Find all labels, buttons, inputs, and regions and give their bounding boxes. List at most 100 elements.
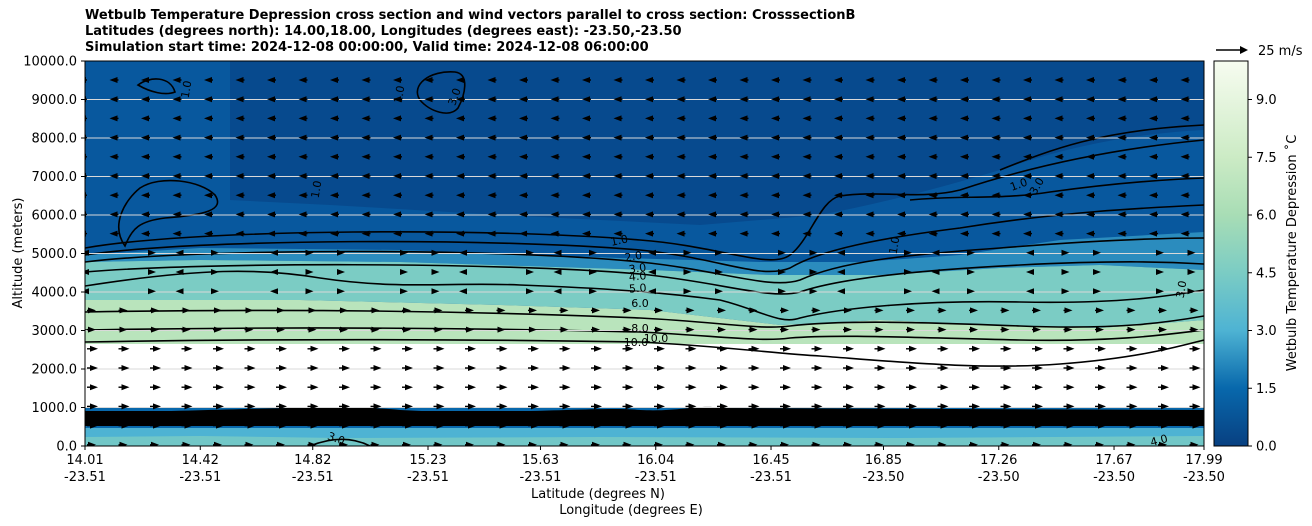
wind-vector-head (204, 115, 212, 122)
wind-vector-head (424, 173, 433, 179)
y-tick-label: 4000.0 (32, 286, 78, 301)
wind-vector-head (148, 269, 156, 275)
contour-label: 8.0 (631, 322, 649, 335)
moist-edge-band (85, 232, 1204, 275)
wind-vector-head (85, 269, 89, 275)
wind-vector-head (904, 269, 912, 275)
wind-vector-head (373, 345, 382, 352)
wind-vector-head (214, 326, 222, 333)
wind-vector-head (1023, 173, 1031, 179)
x-tick-label-lat: 17.26 (980, 453, 1017, 468)
wind-vector-head (718, 326, 726, 333)
wind-vector-head (834, 153, 842, 160)
wind-vector-head (781, 441, 789, 446)
wind-vector-head (715, 249, 723, 256)
x-tick-label-lon: -23.50 (1183, 470, 1225, 485)
wind-vector-head (970, 326, 978, 333)
wind-vector-head (1033, 307, 1041, 314)
wind-vector-head (592, 326, 600, 333)
wind-vector-head (1001, 326, 1010, 333)
wind-vector-head (834, 192, 842, 199)
wind-vector-head (844, 307, 852, 314)
colorbar-tick-label: 3.0 (1256, 324, 1277, 339)
wind-vector-head (436, 403, 445, 410)
wind-vector-head (751, 422, 760, 429)
chart-title-line-1: Wetbulb Temperature Depression cross sec… (85, 8, 856, 23)
wind-vector-head (330, 230, 338, 237)
wind-vector-head (1098, 365, 1106, 371)
wind-vector-head (972, 422, 980, 429)
wind-vector-head (1161, 403, 1169, 410)
wind-vector-head (424, 211, 433, 218)
wind-vector-head (972, 403, 980, 410)
wind-vector-head (279, 422, 287, 429)
contour-line-2 (85, 204, 1204, 273)
wind-vector-head (393, 115, 401, 122)
y-tick-label: 7000.0 (32, 170, 78, 185)
wind-vector-head (1054, 211, 1063, 218)
wind-vector-head (405, 345, 413, 352)
wind-vector-head (487, 96, 496, 103)
wind-vector-head (330, 173, 338, 179)
wind-vector-head (645, 96, 653, 103)
wind-vector-head (550, 153, 559, 160)
wind-vector-head (1098, 345, 1106, 352)
wind-vector-head (1192, 403, 1201, 410)
wind-vector-head (1117, 192, 1126, 199)
wind-vector-head (1149, 115, 1157, 122)
wind-vector-head (657, 403, 665, 410)
wind-vector-head (1127, 326, 1136, 333)
wind-vector-head (1190, 441, 1199, 446)
wind-vector-head (371, 307, 380, 314)
wind-vector-head (897, 115, 905, 122)
wind-vector-head (182, 307, 191, 314)
wind-vector-head (907, 307, 915, 314)
wind-vector-head (991, 173, 1000, 179)
wind-vector-head (645, 134, 653, 141)
wind-vector-head (109, 134, 118, 141)
wind-vector-head (342, 345, 350, 352)
wind-vector-head (373, 384, 382, 391)
wind-vector-head (928, 77, 937, 83)
wind-vector-head (340, 441, 348, 446)
wind-vector-head (279, 345, 287, 352)
wind-vector-head (141, 192, 149, 199)
contour-label: 1.0 (309, 180, 325, 199)
wind-vector-head (960, 211, 968, 218)
wind-vector-head (308, 441, 317, 446)
wind-vector-head (582, 96, 590, 103)
wind-vector-head (121, 403, 130, 410)
wind-vector-head (531, 384, 539, 391)
wind-vector-head (708, 230, 716, 237)
wind-vector-head (235, 77, 244, 83)
wind-vector-head (683, 249, 692, 256)
wind-vector-head (109, 153, 118, 160)
y-tick-label: 10000.0 (23, 55, 77, 70)
wind-vector-head (991, 192, 1000, 199)
wind-vector-head (897, 230, 905, 237)
wind-vector-head (153, 422, 161, 429)
wind-vector-head (846, 345, 854, 352)
wind-vector-head (783, 384, 791, 391)
wind-vector-head (783, 345, 791, 352)
wind-vector-head (1093, 288, 1101, 295)
wind-vector-head (613, 153, 622, 160)
wind-vector-head (1127, 307, 1136, 314)
wind-vector-head (1023, 192, 1031, 199)
wind-vector-head (708, 134, 716, 141)
wind-vector-head (88, 307, 96, 314)
wind-vector-head (550, 96, 559, 103)
wind-vector-head (1086, 153, 1094, 160)
wind-vector-head (844, 441, 852, 446)
wind-vector-head (562, 384, 571, 391)
wind-vector-head (361, 77, 370, 83)
wind-vector-head (592, 441, 600, 446)
wind-vector-head (431, 269, 440, 275)
wind-vector-head (938, 326, 947, 333)
wind-vector-head (298, 115, 307, 122)
wind-vector-head (371, 326, 380, 333)
wind-vector-head (405, 422, 413, 429)
wind-vector-head (1086, 77, 1094, 83)
wind-vector-head (553, 269, 562, 275)
y-axis: 0.0 1000.0 2000.0 3000.0 4000.0 5000.0 6000.0 7… (23, 55, 85, 455)
